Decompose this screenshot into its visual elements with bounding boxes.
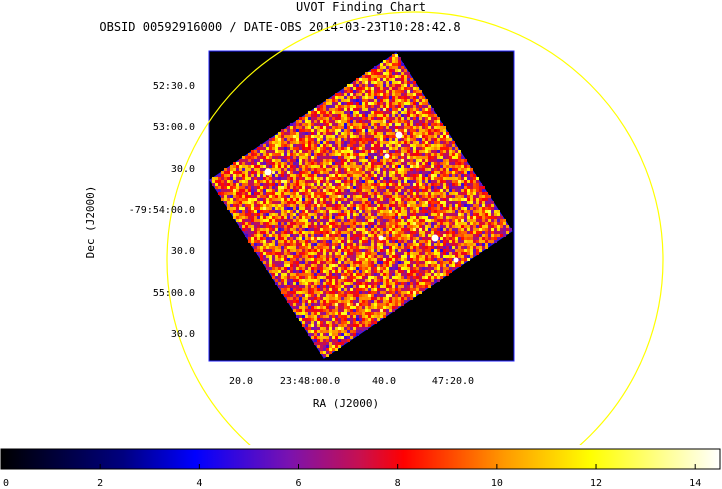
bright-source xyxy=(264,168,272,176)
x-axis-label: RA (J2000) xyxy=(313,397,379,410)
bright-source xyxy=(378,235,384,241)
y-tick-label: 30.0 xyxy=(171,164,195,175)
colorbar-tick-label: 0 xyxy=(3,478,9,489)
x-tick-label: 40.0 xyxy=(372,376,396,387)
y-tick-label: 53:00.0 xyxy=(153,122,195,133)
bright-source xyxy=(453,257,459,263)
colorbar-tick-label: 8 xyxy=(395,478,401,489)
y-tick-label: 30.0 xyxy=(171,329,195,340)
y-tick-labels: 52:30.0 53:00.0 30.0 -79:54:00.0 30.0 55… xyxy=(129,81,195,340)
bright-source xyxy=(431,234,439,242)
chart-title: UVOT Finding Chart xyxy=(296,0,426,14)
colorbar-ticks: 0 2 4 6 8 10 12 14 xyxy=(0,464,701,489)
x-tick-label: 20.0 xyxy=(229,376,253,387)
colorbar-tick-label: 4 xyxy=(196,478,202,489)
x-tick-labels: 20.0 23:48:00.0 40.0 47:20.0 xyxy=(229,376,474,387)
x-tick-label: 23:48:00.0 xyxy=(280,376,340,387)
colorbar-tick-label: 12 xyxy=(590,478,602,489)
colorbar-tick-label: 6 xyxy=(296,478,302,489)
chart-subtitle: OBSID 00592916000 / DATE-OBS 2014-03-23T… xyxy=(99,20,460,34)
x-tick-label: 47:20.0 xyxy=(432,376,474,387)
y-tick-label: 30.0 xyxy=(171,246,195,257)
colorbar-tick-label: 14 xyxy=(689,478,701,489)
colorbar xyxy=(0,448,721,470)
exposure-image xyxy=(209,52,513,359)
y-tick-label: -79:54:00.0 xyxy=(129,205,195,216)
y-axis-label: Dec (J2000) xyxy=(84,186,97,259)
y-tick-label: 52:30.0 xyxy=(153,81,195,92)
y-tick-label: 55:00.0 xyxy=(153,288,195,299)
colorbar-tick-label: 10 xyxy=(491,478,503,489)
field-of-view-circle xyxy=(166,11,664,445)
bright-source xyxy=(395,131,403,139)
colorbar-tick-label: 2 xyxy=(97,478,103,489)
bright-source xyxy=(384,153,390,159)
